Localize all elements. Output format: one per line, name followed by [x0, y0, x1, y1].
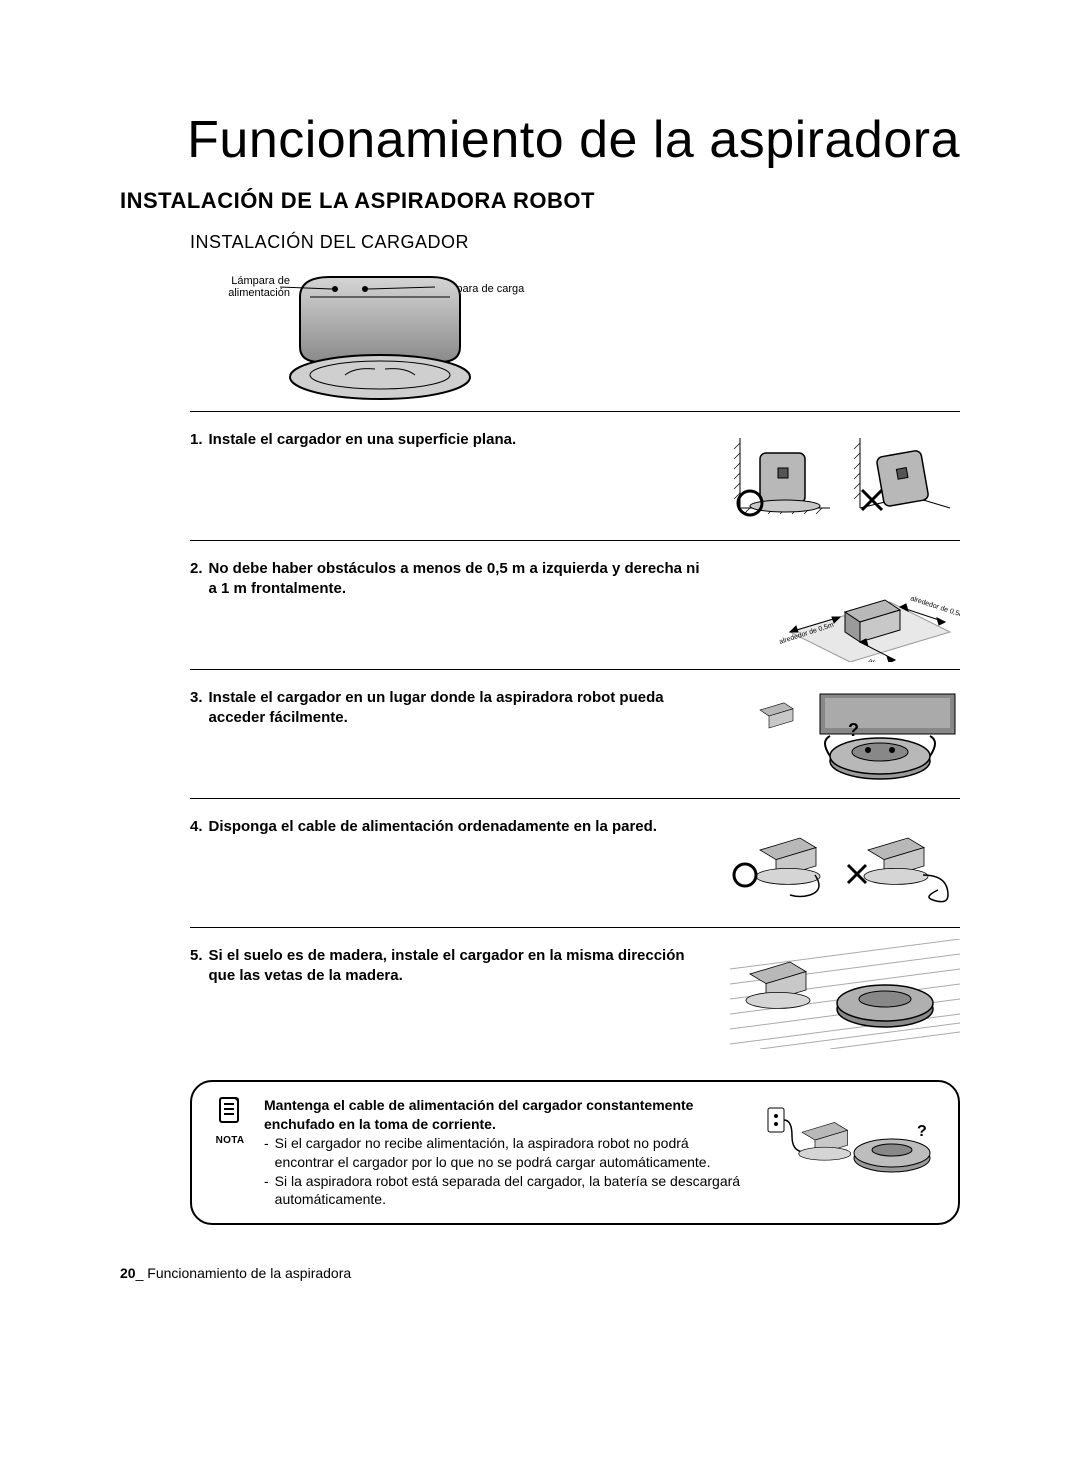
- charger-diagram: Lámpara de alimentación Lámpara de carga: [190, 267, 960, 407]
- step-body: Si el suelo es de madera, instale el car…: [209, 946, 710, 987]
- step-text: 4. Disponga el cable de alimentación ord…: [190, 815, 710, 837]
- step-body: No debe haber obstáculos a menos de 0,5 …: [209, 559, 710, 600]
- note-bullet: - Si el cargador no recibe alimentación,…: [264, 1134, 748, 1172]
- step-number: 2.: [190, 559, 203, 600]
- step-number: 1.: [190, 430, 203, 450]
- step-row: 5. Si el suelo es de madera, instale el …: [190, 928, 960, 1056]
- step-number: 4.: [190, 817, 203, 837]
- content-area: INSTALACIÓN DEL CARGADOR Lámpara de alim…: [120, 232, 960, 1225]
- section-heading: INSTALACIÓN DE LA ASPIRADORA ROBOT: [120, 188, 960, 214]
- step-text: 2. No debe haber obstáculos a menos de 0…: [190, 557, 710, 600]
- subheading: INSTALACIÓN DEL CARGADOR: [190, 232, 960, 253]
- svg-text:?: ?: [917, 1123, 927, 1140]
- step-text: 1. Instale el cargador en una superficie…: [190, 428, 710, 450]
- page-title: Funcionamiento de la aspiradora: [120, 110, 960, 170]
- step-text: 5. Si el suelo es de madera, instale el …: [190, 944, 710, 987]
- note-label: NOTA: [210, 1135, 250, 1146]
- charger-icon: [280, 267, 480, 407]
- step-row: 2. No debe haber obstáculos a menos de 0…: [190, 541, 960, 669]
- footer-label: Funcionamiento de la aspiradora: [147, 1265, 351, 1281]
- note-illustration: ?: [762, 1096, 942, 1186]
- page-footer: 20_ Funcionamiento de la aspiradora: [120, 1265, 960, 1281]
- step-row: 4. Disponga el cable de alimentación ord…: [190, 799, 960, 927]
- note-icon-column: NOTA: [210, 1096, 250, 1146]
- step-row: 1. Instale el cargador en una superficie…: [190, 412, 960, 540]
- note-bullet-text: Si la aspiradora robot está separada del…: [275, 1172, 748, 1210]
- step-illustration: [730, 428, 960, 528]
- note-box: NOTA Mantenga el cable de alimentación d…: [190, 1080, 960, 1225]
- step-text: 3. Instale el cargador en un lugar donde…: [190, 686, 710, 729]
- step-illustration: [730, 815, 960, 915]
- note-bullet: - Si la aspiradora robot está separada d…: [264, 1172, 748, 1210]
- note-body: Mantenga el cable de alimentación del ca…: [264, 1096, 748, 1209]
- note-title: Mantenga el cable de alimentación del ca…: [264, 1096, 748, 1134]
- page-number: 20: [120, 1265, 136, 1281]
- charger-label-power: Lámpara de alimentación: [210, 275, 290, 299]
- step-body: Instale el cargador en una superficie pl…: [209, 430, 517, 450]
- step-number: 3.: [190, 688, 203, 729]
- step-illustration: ?: [730, 686, 960, 786]
- svg-text:?: ?: [848, 720, 859, 740]
- footer-separator: _: [136, 1265, 144, 1281]
- step-body: Instale el cargador en un lugar donde la…: [209, 688, 710, 729]
- note-icon: [216, 1096, 244, 1126]
- note-bullet-text: Si el cargador no recibe alimentación, l…: [275, 1134, 748, 1172]
- step-illustration: [730, 944, 960, 1044]
- step-illustration: alrededor de 0,5m alrededor de 0,5m alre…: [730, 557, 960, 657]
- step-row: 3. Instale el cargador en un lugar donde…: [190, 670, 960, 798]
- step-body: Disponga el cable de alimentación ordena…: [209, 817, 657, 837]
- step-number: 5.: [190, 946, 203, 987]
